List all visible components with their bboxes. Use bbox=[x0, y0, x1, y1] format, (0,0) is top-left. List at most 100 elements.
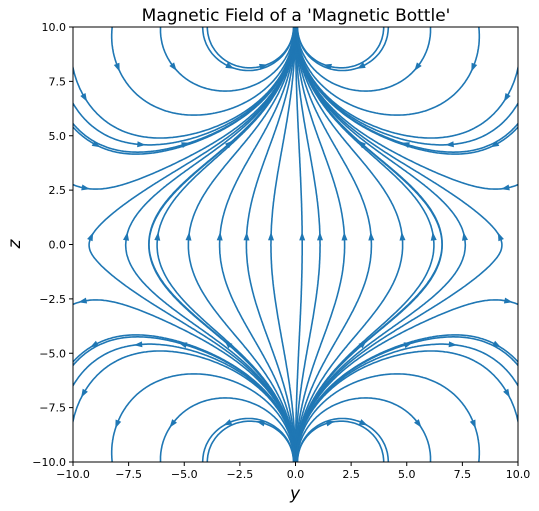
streamline bbox=[296, 397, 432, 462]
streamline bbox=[295, 27, 346, 462]
stream-arrow bbox=[185, 232, 192, 241]
streamline bbox=[187, 27, 296, 462]
stream-arrow bbox=[414, 62, 422, 71]
streamline bbox=[148, 27, 296, 462]
stream-arrow bbox=[325, 420, 335, 427]
streamline bbox=[73, 27, 296, 153]
stream-arrow bbox=[358, 419, 368, 426]
stream-arrow bbox=[430, 232, 437, 241]
streamline bbox=[73, 336, 296, 462]
stream-arrow bbox=[133, 341, 143, 348]
stream-arrow bbox=[501, 184, 510, 191]
stream-arrow bbox=[115, 419, 122, 429]
stream-arrow bbox=[490, 140, 500, 148]
stream-arrow bbox=[299, 232, 306, 241]
streamline bbox=[73, 27, 296, 139]
stream-arrow bbox=[137, 141, 146, 148]
stream-arrow bbox=[323, 63, 332, 70]
streamline bbox=[295, 27, 404, 462]
streamline bbox=[124, 27, 296, 462]
streamline bbox=[73, 27, 296, 155]
x-tick-label: 5.0 bbox=[398, 468, 416, 481]
y-tick-label: 10.0 bbox=[42, 21, 67, 34]
streamline bbox=[295, 27, 518, 139]
stream-arrow bbox=[448, 341, 458, 348]
stream-arrow bbox=[503, 297, 513, 304]
stream-arrow bbox=[154, 232, 161, 241]
chart-title: Magnetic Field of a 'Magnetic Bottle' bbox=[142, 6, 451, 26]
y-tick-label: −10.0 bbox=[32, 456, 66, 469]
streamline bbox=[295, 27, 503, 462]
streamline bbox=[295, 27, 518, 146]
stream-arrow bbox=[357, 140, 366, 149]
streamline bbox=[73, 27, 296, 146]
stream-arrow bbox=[503, 388, 510, 398]
y-tick-label: 7.5 bbox=[49, 75, 67, 88]
streamline bbox=[201, 417, 295, 462]
x-tick-label: −5.0 bbox=[171, 468, 198, 481]
streamline bbox=[73, 299, 296, 462]
stream-arrow bbox=[399, 232, 406, 241]
plot-frame bbox=[72, 26, 519, 463]
y-axis: −10.0 −7.5 −5.0 −2.5 0.0 2.5 5.0 7.5 10.0 bbox=[32, 21, 73, 469]
stream-arrow bbox=[181, 142, 190, 148]
x-axis-label: y bbox=[289, 484, 301, 504]
streamline bbox=[295, 27, 373, 462]
stream-arrow bbox=[492, 340, 501, 348]
streamline bbox=[73, 343, 296, 462]
streamline bbox=[245, 27, 296, 462]
streamline bbox=[295, 343, 518, 462]
stream-arrow bbox=[358, 340, 367, 349]
stream-arrow bbox=[259, 63, 268, 70]
streamline bbox=[295, 27, 443, 462]
stream-arrows bbox=[78, 62, 513, 429]
x-tick-label: −7.5 bbox=[115, 468, 142, 481]
streamline bbox=[88, 27, 296, 462]
streamline bbox=[295, 27, 467, 462]
stream-arrow bbox=[356, 62, 366, 69]
streamline bbox=[295, 299, 518, 462]
x-tick-label: 10.0 bbox=[506, 468, 531, 481]
stream-arrow bbox=[216, 232, 223, 241]
stream-arrow bbox=[243, 232, 250, 241]
stream-arrow bbox=[87, 232, 94, 242]
stream-arrow bbox=[317, 232, 323, 241]
streamline bbox=[295, 350, 518, 462]
streamline bbox=[294, 27, 303, 462]
streamline bbox=[159, 397, 295, 462]
stream-arrow bbox=[78, 297, 88, 304]
stream-arrow bbox=[462, 232, 468, 241]
x-axis: −10.0 −7.5 −5.0 −2.5 0.0 2.5 5.0 7.5 10.0 bbox=[56, 462, 530, 481]
streamline bbox=[218, 27, 296, 462]
y-tick-label: 5.0 bbox=[49, 130, 67, 143]
stream-arrow bbox=[445, 141, 454, 148]
stream-arrow bbox=[81, 184, 90, 191]
stream-arrow bbox=[123, 232, 129, 241]
streamline bbox=[295, 27, 518, 155]
stream-arrow bbox=[80, 93, 88, 102]
streamline bbox=[295, 334, 518, 462]
stream-arrow bbox=[368, 232, 375, 241]
y-tick-label: −2.5 bbox=[39, 293, 66, 306]
y-axis-label: z bbox=[5, 238, 25, 249]
streamline bbox=[296, 27, 432, 92]
stream-arrow bbox=[497, 232, 504, 242]
stream-arrow bbox=[469, 419, 476, 429]
stream-arrow bbox=[81, 388, 88, 398]
streamlines bbox=[73, 27, 518, 462]
stream-arrow bbox=[223, 419, 233, 426]
x-tick-label: −10.0 bbox=[56, 468, 90, 481]
x-tick-label: 2.5 bbox=[342, 468, 360, 481]
stream-arrow bbox=[268, 232, 274, 241]
stream-arrow bbox=[401, 142, 410, 148]
streamline bbox=[206, 420, 295, 462]
stream-arrow bbox=[503, 93, 511, 102]
y-tick-label: 0.0 bbox=[49, 239, 67, 252]
streamline bbox=[206, 27, 295, 69]
x-tick-label: −2.5 bbox=[227, 468, 254, 481]
streamline bbox=[295, 336, 518, 462]
stream-arrow bbox=[471, 62, 478, 72]
stream-arrow bbox=[225, 140, 234, 149]
stream-arrow bbox=[256, 420, 266, 427]
